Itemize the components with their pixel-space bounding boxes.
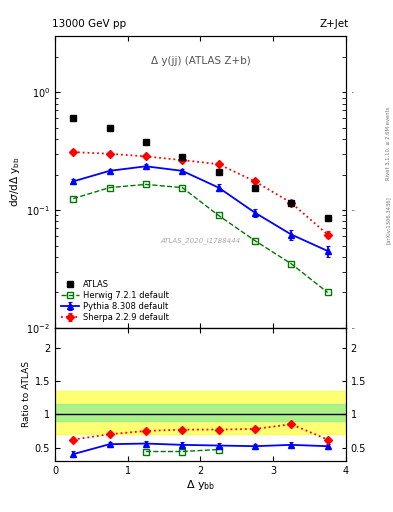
Y-axis label: d$\sigma$/d$\Delta$ y$_{\rm bb}$: d$\sigma$/d$\Delta$ y$_{\rm bb}$	[8, 157, 22, 207]
Herwig 7.2.1 default	[107, 184, 112, 190]
Herwig 7.2.1 default	[253, 238, 257, 244]
Text: ATLAS_2020_I1788444: ATLAS_2020_I1788444	[160, 237, 241, 244]
Herwig 7.2.1 default	[325, 289, 330, 295]
ATLAS	[325, 216, 330, 222]
Line: ATLAS: ATLAS	[70, 115, 331, 222]
Y-axis label: Ratio to ATLAS: Ratio to ATLAS	[22, 361, 31, 428]
Legend: ATLAS, Herwig 7.2.1 default, Pythia 8.308 default, Sherpa 2.2.9 default: ATLAS, Herwig 7.2.1 default, Pythia 8.30…	[59, 278, 170, 324]
ATLAS	[253, 184, 257, 190]
ATLAS	[289, 200, 294, 206]
Herwig 7.2.1 default	[180, 184, 185, 190]
Text: Z+Jet: Z+Jet	[320, 18, 349, 29]
ATLAS	[143, 139, 148, 145]
Text: [arXiv:1306.3436]: [arXiv:1306.3436]	[386, 196, 391, 244]
ATLAS	[71, 115, 75, 121]
ATLAS	[216, 169, 221, 175]
Herwig 7.2.1 default	[143, 181, 148, 187]
Herwig 7.2.1 default	[216, 212, 221, 219]
Bar	[55, 391, 346, 434]
ATLAS	[180, 154, 185, 160]
Line: Herwig 7.2.1 default: Herwig 7.2.1 default	[70, 181, 331, 295]
Bar	[55, 404, 346, 421]
Herwig 7.2.1 default	[71, 196, 75, 202]
Text: 13000 GeV pp: 13000 GeV pp	[52, 18, 126, 29]
Text: Δ y(jj) (ATLAS Z+b): Δ y(jj) (ATLAS Z+b)	[151, 56, 250, 66]
Text: Rivet 3.1.10, ≥ 2.6M events: Rivet 3.1.10, ≥ 2.6M events	[386, 106, 391, 180]
ATLAS	[107, 124, 112, 131]
Herwig 7.2.1 default	[289, 261, 294, 267]
X-axis label: $\Delta$ y$_{\rm bb}$: $\Delta$ y$_{\rm bb}$	[186, 478, 215, 493]
